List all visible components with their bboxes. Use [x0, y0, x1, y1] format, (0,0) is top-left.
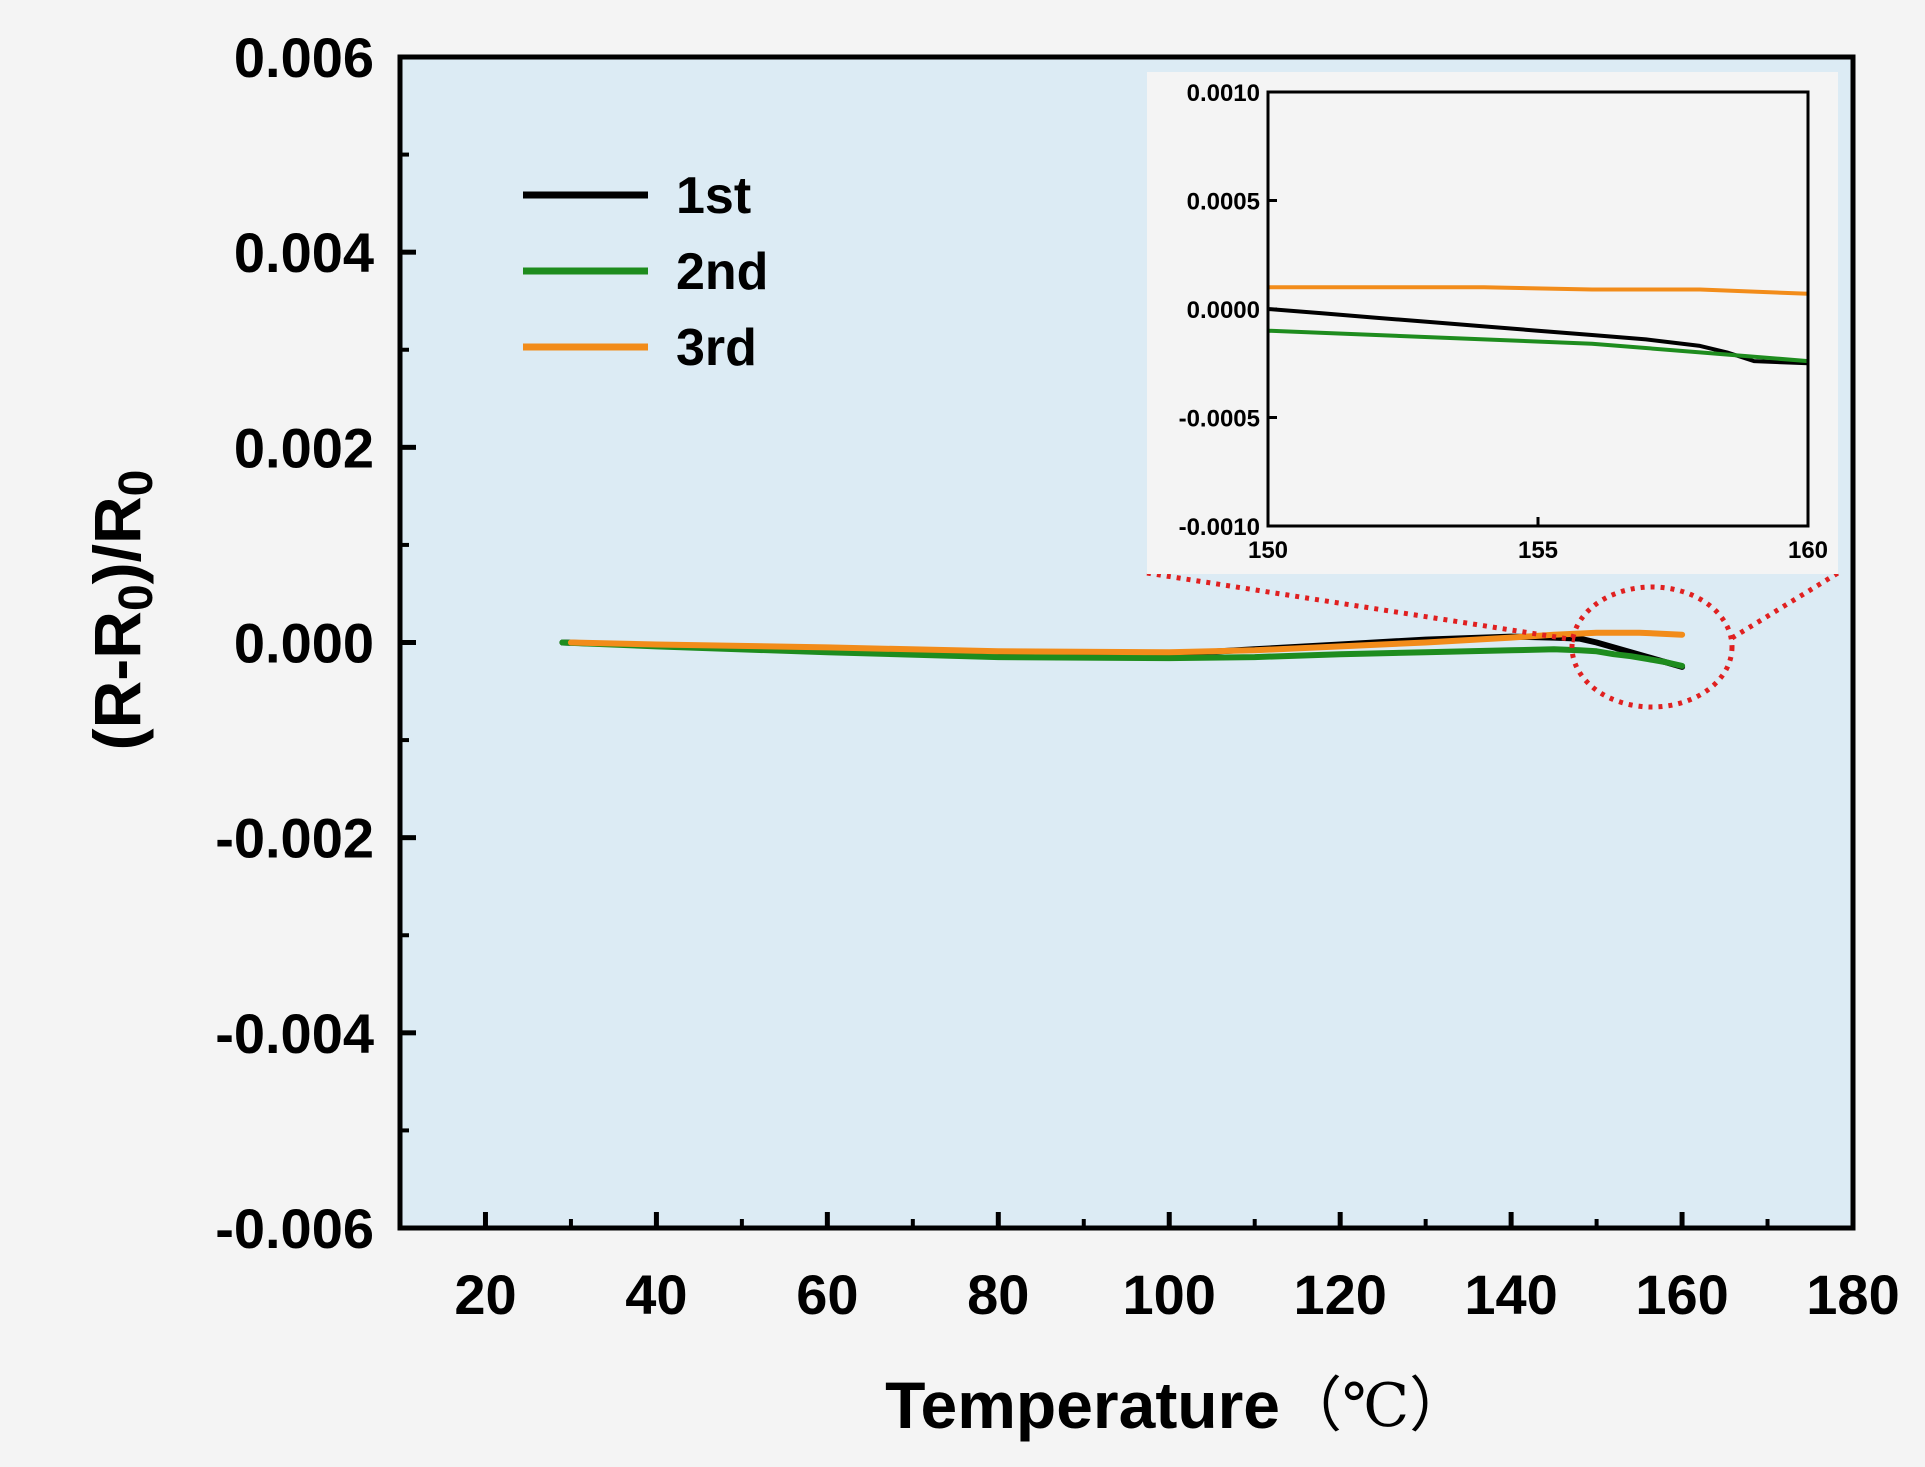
x-axis-title: Temperature — [885, 1368, 1280, 1442]
x-tick-label: 40 — [625, 1263, 687, 1326]
inset-series-line-3rd — [1268, 285, 1809, 296]
legend: 1st 2nd 3rd — [523, 167, 768, 377]
main-plot-frame — [397, 54, 1856, 1231]
x-tick-label: 160 — [1635, 1263, 1728, 1326]
x-axis-unit: （℃） — [1282, 1371, 1469, 1441]
y-title-part2: )/R — [80, 496, 154, 584]
x-tick-label: 60 — [796, 1263, 858, 1326]
zoom-circle — [1569, 584, 1735, 710]
inset-y-tick-label: -0.0010 — [1179, 514, 1260, 541]
y-tick-label: 0.002 — [234, 416, 374, 479]
inset-y-tick-label: -0.0005 — [1179, 406, 1260, 433]
x-tick-label: 140 — [1464, 1263, 1557, 1326]
inset-x-tick-label: 155 — [1518, 537, 1558, 564]
x-tick-label: 120 — [1293, 1263, 1386, 1326]
zoom-marker — [1146, 570, 1840, 710]
legend-label-3rd: 3rd — [676, 319, 757, 377]
x-tick-label: 20 — [454, 1263, 516, 1326]
x-unit-label: （℃） — [1282, 1371, 1469, 1441]
main-y-axis-ticks: -0.006 -0.004 -0.002 0.000 0.002 0.004 0.006 — [215, 26, 416, 1260]
inset-series-line-2nd — [1267, 328, 1809, 364]
inset-plot-frame — [1266, 90, 1810, 528]
zoom-connector-right — [1730, 570, 1840, 641]
x-tick-label: 80 — [967, 1263, 1029, 1326]
y-tick-label: -0.002 — [215, 807, 374, 870]
y-tick-label: -0.006 — [215, 1197, 374, 1260]
main-x-axis-ticks: 20 40 60 80 100 120 140 160 180 — [454, 1212, 1900, 1326]
series-line-2nd — [559, 639, 1686, 669]
y-axis-title: (R-R0)/R0 — [80, 470, 163, 751]
x-tick-label: 100 — [1123, 1263, 1216, 1326]
legend-label-1st: 1st — [676, 167, 751, 225]
y-title-part1: (R-R — [80, 611, 154, 750]
y-tick-label: -0.004 — [215, 1002, 374, 1065]
axis-titles: (R-R0)/R0 Temperature （℃） — [80, 470, 1469, 1442]
inset-series-group — [1267, 285, 1809, 366]
main-series-group — [559, 629, 1686, 670]
y-tick-label: 0.006 — [234, 26, 374, 89]
y-title-sub2: 0 — [110, 470, 163, 497]
inset-background — [1147, 72, 1838, 574]
x-tick-label: 180 — [1806, 1263, 1899, 1326]
legend-label-2nd: 2nd — [676, 243, 768, 301]
y-tick-label: 0.000 — [234, 612, 374, 675]
x-title-label: Temperature — [885, 1368, 1280, 1442]
y-tick-label: 0.004 — [234, 221, 374, 284]
series-line-3rd — [567, 629, 1686, 656]
zoom-connector-left — [1146, 570, 1576, 643]
inset-x-tick-label: 160 — [1788, 537, 1828, 564]
y-title-sub1: 0 — [110, 584, 163, 611]
inset-chart: -0.0010 -0.0005 0.0000 0.0005 0.0010 150 155 1… — [1147, 72, 1838, 574]
inset-y-tick-label: 0.0010 — [1187, 80, 1260, 107]
inset-y-tick-label: 0.0005 — [1187, 189, 1260, 216]
inset-y-tick-label: 0.0000 — [1187, 297, 1260, 324]
inset-x-tick-label: 150 — [1248, 537, 1288, 564]
